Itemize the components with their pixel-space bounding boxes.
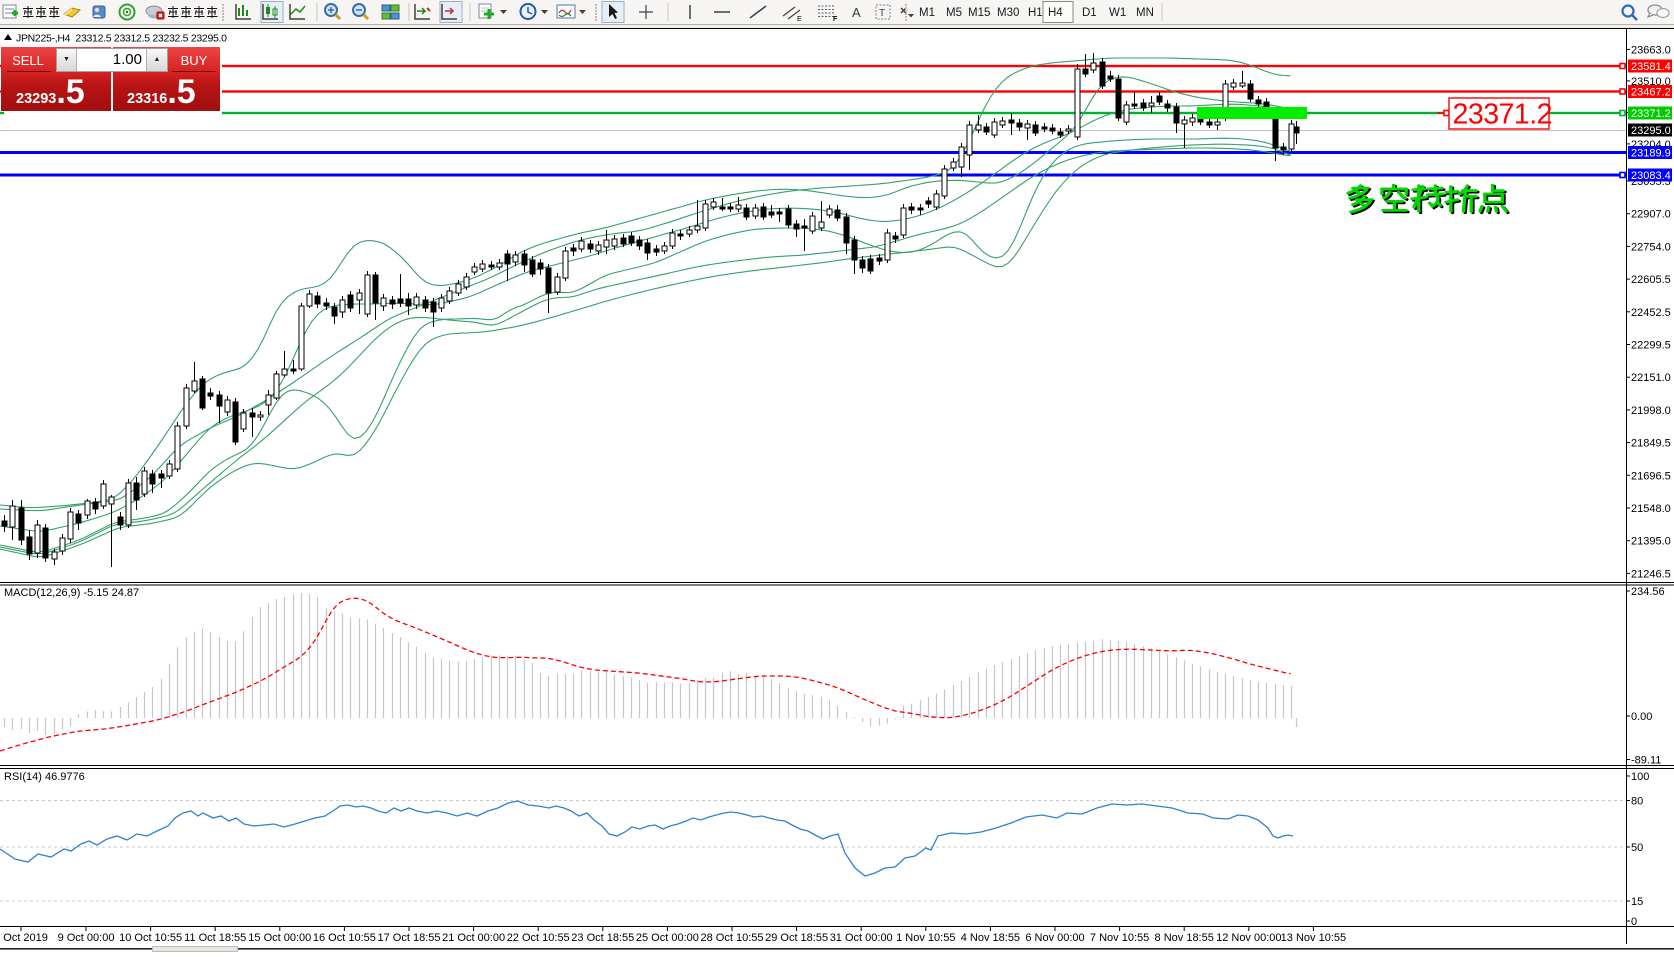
svg-text:H4: H4 (1048, 7, 1063, 19)
svg-text:MACD(12,26,9) -5.15 24.87: MACD(12,26,9) -5.15 24.87 (4, 587, 139, 599)
svg-text:21 Oct 00:00: 21 Oct 00:00 (442, 932, 505, 944)
svg-text:21246.5: 21246.5 (1631, 568, 1671, 580)
svg-text:80: 80 (1631, 796, 1643, 808)
svg-text:23295.0: 23295.0 (1631, 125, 1671, 137)
svg-text:9 Oct 00:00: 9 Oct 00:00 (58, 932, 115, 944)
svg-text:22151.0: 22151.0 (1631, 372, 1671, 384)
svg-text:23663.0: 23663.0 (1631, 44, 1671, 56)
svg-text:7 Oct 2019: 7 Oct 2019 (0, 932, 48, 944)
svg-text:12 Nov 00:00: 12 Nov 00:00 (1216, 932, 1281, 944)
svg-text:15: 15 (1631, 896, 1643, 908)
svg-text:M30: M30 (997, 7, 1019, 19)
svg-text:50: 50 (1631, 842, 1643, 854)
svg-text:29 Oct 18:55: 29 Oct 18:55 (765, 932, 828, 944)
svg-text:21849.5: 21849.5 (1631, 438, 1671, 450)
svg-text:M15: M15 (968, 7, 990, 19)
svg-text:28 Oct 10:55: 28 Oct 10:55 (701, 932, 764, 944)
svg-text:23510.0: 23510.0 (1631, 76, 1671, 88)
svg-text:M5: M5 (946, 7, 962, 19)
svg-text:22754.0: 22754.0 (1631, 241, 1671, 253)
svg-text:15 Oct 00:00: 15 Oct 00:00 (248, 932, 311, 944)
svg-text:13 Nov 10:55: 13 Nov 10:55 (1281, 932, 1346, 944)
svg-text:6 Nov 00:00: 6 Nov 00:00 (1025, 932, 1084, 944)
svg-text:23581.4: 23581.4 (1631, 61, 1671, 73)
svg-text:11 Oct 18:55: 11 Oct 18:55 (184, 932, 246, 944)
svg-text:23371.2: 23371.2 (1453, 99, 1553, 131)
svg-text:25 Oct 00:00: 25 Oct 00:00 (636, 932, 699, 944)
svg-text:F: F (833, 16, 838, 23)
svg-text:7 Nov 10:55: 7 Nov 10:55 (1090, 932, 1149, 944)
svg-text:17 Oct 18:55: 17 Oct 18:55 (378, 932, 441, 944)
svg-text:23 Oct 18:55: 23 Oct 18:55 (571, 932, 634, 944)
svg-text:234.56: 234.56 (1631, 586, 1665, 598)
svg-text:0: 0 (1631, 916, 1637, 928)
svg-text:23467.2: 23467.2 (1631, 87, 1671, 99)
svg-text:22907.0: 22907.0 (1631, 209, 1671, 221)
svg-text:H1: H1 (1028, 7, 1043, 19)
svg-text:22452.5: 22452.5 (1631, 307, 1671, 319)
svg-text:21548.0: 21548.0 (1631, 503, 1671, 515)
svg-text:23189.9: 23189.9 (1631, 148, 1671, 160)
svg-text:8 Nov 18:55: 8 Nov 18:55 (1155, 932, 1214, 944)
svg-text:D1: D1 (1082, 7, 1097, 19)
svg-text:22299.5: 22299.5 (1631, 340, 1671, 352)
svg-text:W1: W1 (1109, 7, 1126, 19)
svg-text:1 Nov 10:55: 1 Nov 10:55 (896, 932, 955, 944)
svg-text:100: 100 (1631, 771, 1649, 783)
svg-text:22605.5: 22605.5 (1631, 274, 1671, 286)
svg-text:23083.4: 23083.4 (1631, 170, 1671, 182)
svg-text:0.00: 0.00 (1631, 711, 1652, 723)
svg-text:21696.5: 21696.5 (1631, 470, 1671, 482)
svg-text:23371.2: 23371.2 (1631, 108, 1671, 120)
svg-text:-89.11: -89.11 (1631, 755, 1661, 767)
svg-text:10 Oct 10:55: 10 Oct 10:55 (119, 932, 182, 944)
svg-text:M1: M1 (919, 7, 935, 19)
svg-text:A: A (852, 5, 861, 20)
svg-text:MN: MN (1136, 7, 1154, 19)
svg-text:21998.0: 21998.0 (1631, 405, 1671, 417)
svg-text:E: E (797, 16, 802, 23)
svg-text:T: T (879, 8, 885, 19)
svg-text:4 Nov 18:55: 4 Nov 18:55 (961, 932, 1020, 944)
svg-text:21395.0: 21395.0 (1631, 536, 1671, 548)
svg-text:16 Oct 10:55: 16 Oct 10:55 (313, 932, 376, 944)
svg-text:31 Oct 00:00: 31 Oct 00:00 (830, 932, 893, 944)
svg-text:RSI(14) 46.9776: RSI(14) 46.9776 (4, 771, 85, 783)
svg-text:JPN225-,H4 23312.5 23312.5 23: JPN225-,H4 23312.5 23312.5 23232.5 23295… (16, 33, 227, 45)
svg-text:22 Oct 10:55: 22 Oct 10:55 (507, 932, 570, 944)
